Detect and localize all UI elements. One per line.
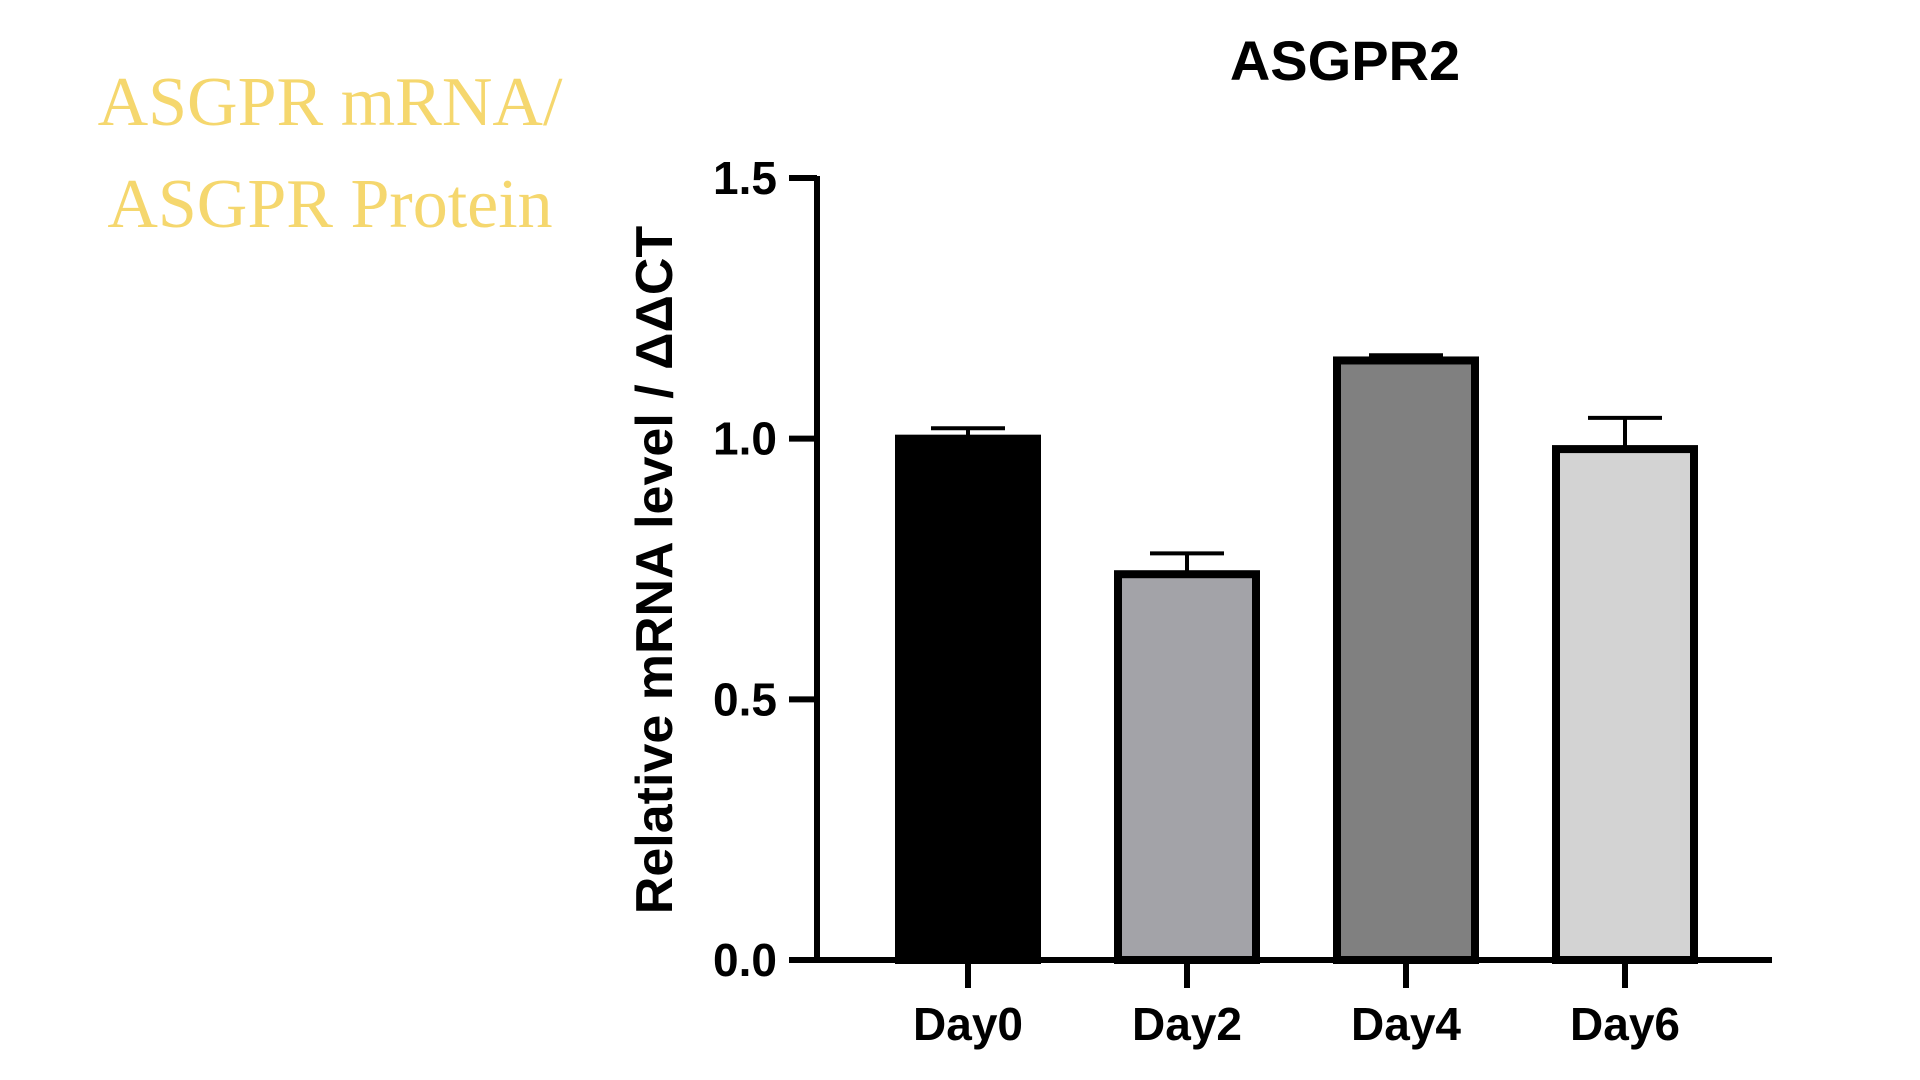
side-caption: ASGPR mRNA/ ASGPR Protein — [40, 52, 620, 256]
bar-day4 — [1333, 356, 1479, 964]
y-tick-label: 0.0 — [713, 934, 777, 986]
y-axis-label: Relative mRNA level / ΔΔCT — [626, 226, 684, 915]
x-tick-label: Day6 — [1570, 998, 1680, 1050]
y-tick-label: 1.0 — [713, 413, 777, 465]
bar-day0 — [895, 434, 1041, 964]
caption-line-2: ASGPR Protein — [107, 166, 553, 243]
chart-title: ASGPR2 — [1230, 29, 1460, 92]
bar-day2 — [1114, 570, 1260, 964]
caption-line-1: ASGPR mRNA/ — [97, 64, 563, 141]
bars — [895, 356, 1698, 964]
y-tick-label: 1.5 — [713, 152, 777, 204]
x-tick-label: Day2 — [1132, 998, 1242, 1050]
x-tick-label: Day4 — [1351, 998, 1461, 1050]
x-ticks: Day0 Day2 Day4 Day6 — [913, 960, 1680, 1050]
y-tick-label: 0.5 — [713, 673, 777, 725]
error-bars — [931, 353, 1662, 575]
x-tick-label: Day0 — [913, 998, 1023, 1050]
bar-day6 — [1552, 445, 1698, 964]
y-ticks: 0.0 0.5 1.0 1.5 — [713, 152, 817, 986]
